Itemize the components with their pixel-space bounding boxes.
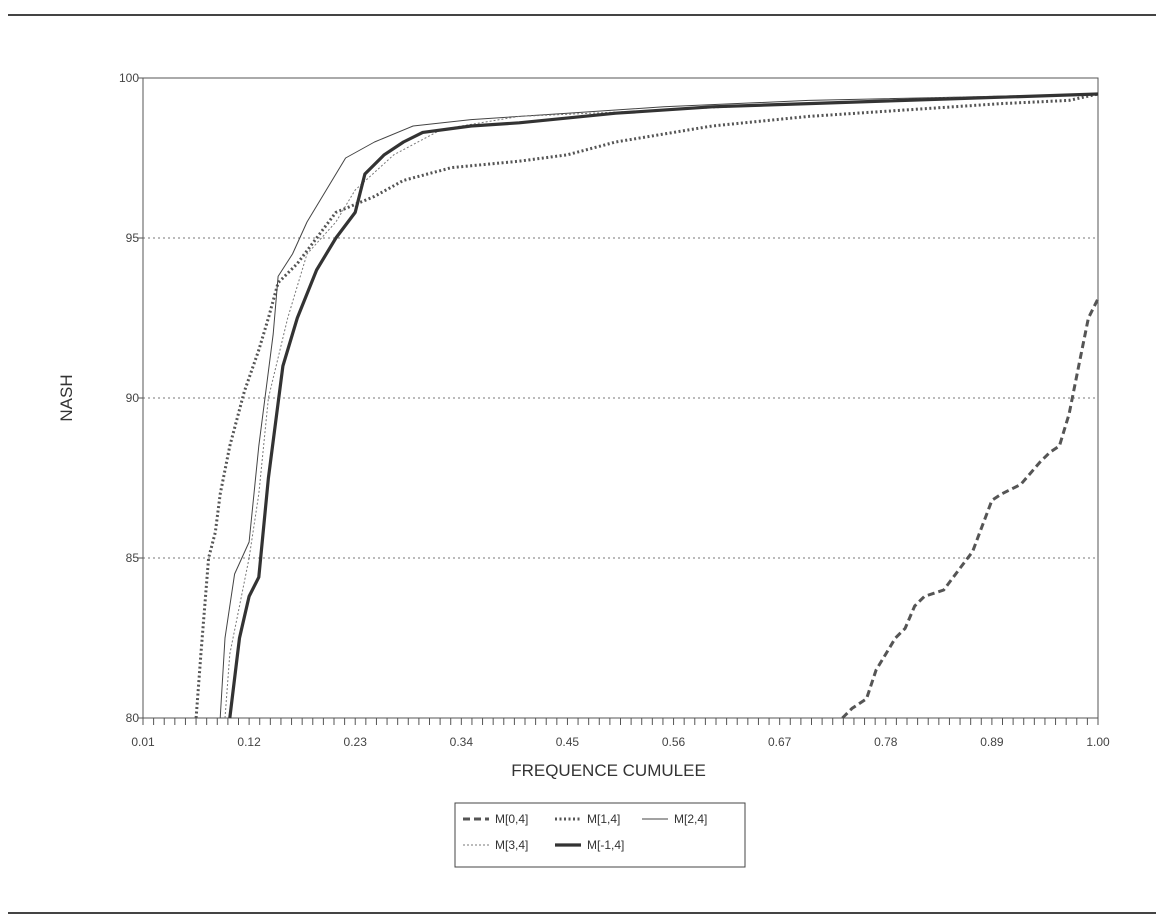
legend: M[0,4] M[1,4] M[2,4] M[3,4] M[-1,4]	[454, 802, 746, 868]
grid-lines	[143, 237, 1098, 559]
x-tick-label: 0.23	[344, 735, 368, 749]
x-axis-ticks: 0.01 0.12 0.23 0.34 0.45 0.56 0.67 0.78 0.89 1.00	[131, 718, 1110, 749]
series-line-3	[224, 93, 1099, 719]
x-tick-label: 0.12	[237, 735, 261, 749]
y-axis-ticks: 80 85 90 95 100	[119, 71, 143, 725]
x-tick-label: 0.78	[874, 735, 898, 749]
y-tick-label: 100	[119, 71, 139, 85]
series-lines	[194, 92, 1100, 720]
x-tick-label: 0.01	[131, 735, 155, 749]
x-axis-title: FREQUENCE CUMULEE	[511, 761, 706, 780]
y-tick-label: 95	[126, 231, 140, 245]
legend-label: M[2,4]	[674, 812, 707, 826]
page-frame	[8, 14, 1156, 914]
legend-label: M[1,4]	[587, 812, 620, 826]
y-tick-label: 80	[126, 711, 140, 725]
x-tick-label: 0.89	[980, 735, 1004, 749]
legend-box	[454, 802, 746, 868]
x-tick-label: 0.67	[768, 735, 792, 749]
y-tick-label: 90	[126, 391, 140, 405]
x-tick-label: 1.00	[1086, 735, 1110, 749]
x-tick-label: 0.56	[662, 735, 686, 749]
legend-label: M[3,4]	[495, 838, 528, 852]
y-axis-title: NASH	[57, 374, 76, 421]
legend-label: M[-1,4]	[587, 838, 624, 852]
x-tick-label: 0.34	[450, 735, 474, 749]
series-line-0	[841, 298, 1100, 720]
legend-label: M[0,4]	[495, 812, 528, 826]
x-tick-label: 0.45	[556, 735, 580, 749]
series-line-1	[194, 92, 1099, 719]
series-line-2	[219, 93, 1099, 719]
y-tick-label: 85	[126, 551, 140, 565]
series-line-4	[228, 92, 1099, 719]
